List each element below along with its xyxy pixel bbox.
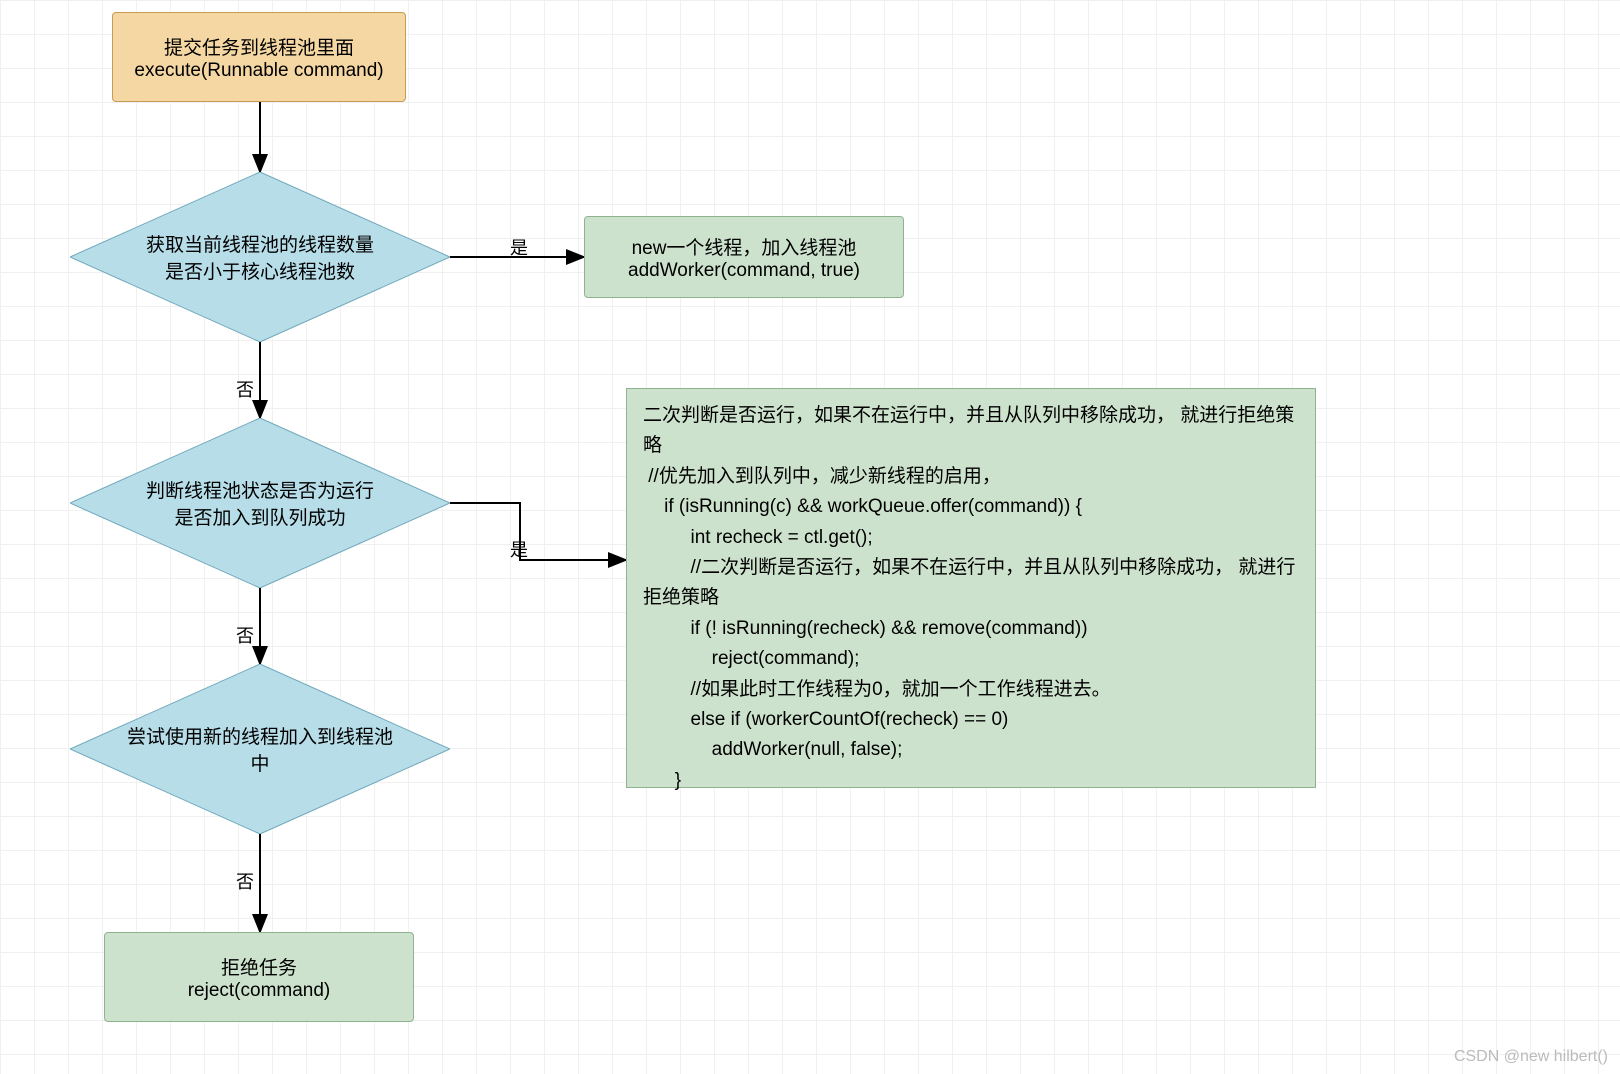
label-yes-1: 是	[510, 234, 528, 260]
reject-line2: reject(command)	[188, 980, 331, 1002]
node-decision-new-thread: 尝试使用新的线程加入到线程池 中	[70, 664, 450, 834]
label-no-1: 否	[236, 376, 254, 402]
label-no-2: 否	[236, 622, 254, 648]
node-decision-core-size: 获取当前线程池的线程数量 是否小于核心线程池数	[70, 172, 450, 342]
d3-line2: 中	[108, 749, 412, 776]
label-no-3: 否	[236, 868, 254, 894]
node-start: 提交任务到线程池里面 execute(Runnable command)	[112, 12, 406, 102]
label-yes-2: 是	[510, 536, 528, 562]
d1-line1: 获取当前线程池的线程数量	[108, 230, 412, 257]
node-addworker: new一个线程，加入线程池 addWorker(command, true)	[584, 216, 904, 298]
node-start-line1: 提交任务到线程池里面	[164, 33, 354, 60]
edge-d2-codebox	[450, 503, 626, 560]
node-start-line2: execute(Runnable command)	[134, 60, 383, 82]
d2-line2: 是否加入到队列成功	[108, 503, 412, 530]
d3-line1: 尝试使用新的线程加入到线程池	[108, 722, 412, 749]
d1-line2: 是否小于核心线程池数	[108, 257, 412, 284]
node-codebox: 二次判断是否运行，如果不在运行中，并且从队列中移除成功， 就进行拒绝策略 //优…	[626, 388, 1316, 788]
reject-line1: 拒绝任务	[221, 953, 297, 980]
addworker-line2: addWorker(command, true)	[628, 260, 860, 282]
d2-line1: 判断线程池状态是否为运行	[108, 476, 412, 503]
addworker-line1: new一个线程，加入线程池	[632, 233, 857, 260]
watermark: CSDN @new hilbert()	[1454, 1048, 1608, 1066]
node-reject: 拒绝任务 reject(command)	[104, 932, 414, 1022]
node-decision-running-queue: 判断线程池状态是否为运行 是否加入到队列成功	[70, 418, 450, 588]
